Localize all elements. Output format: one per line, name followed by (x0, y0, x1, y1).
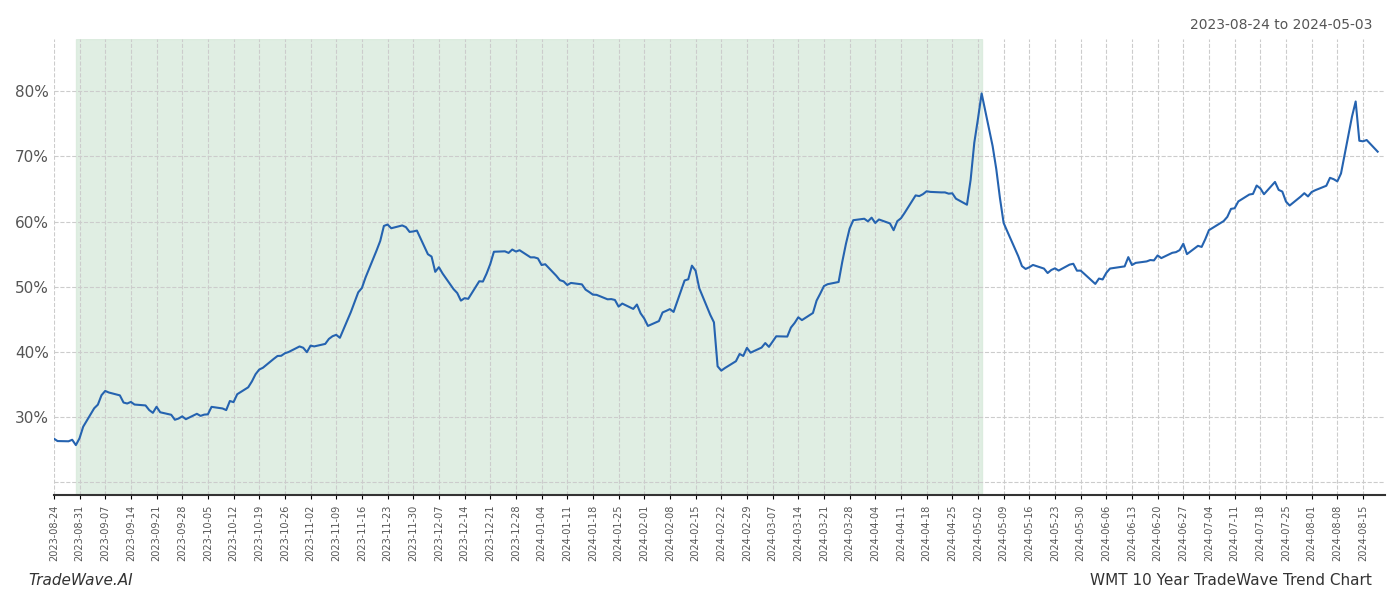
Bar (76, 39, 981, 496)
Text: TradeWave.AI: TradeWave.AI (28, 573, 133, 588)
Text: 2023-08-24 to 2024-05-03: 2023-08-24 to 2024-05-03 (1190, 18, 1372, 32)
Text: WMT 10 Year TradeWave Trend Chart: WMT 10 Year TradeWave Trend Chart (1091, 573, 1372, 588)
